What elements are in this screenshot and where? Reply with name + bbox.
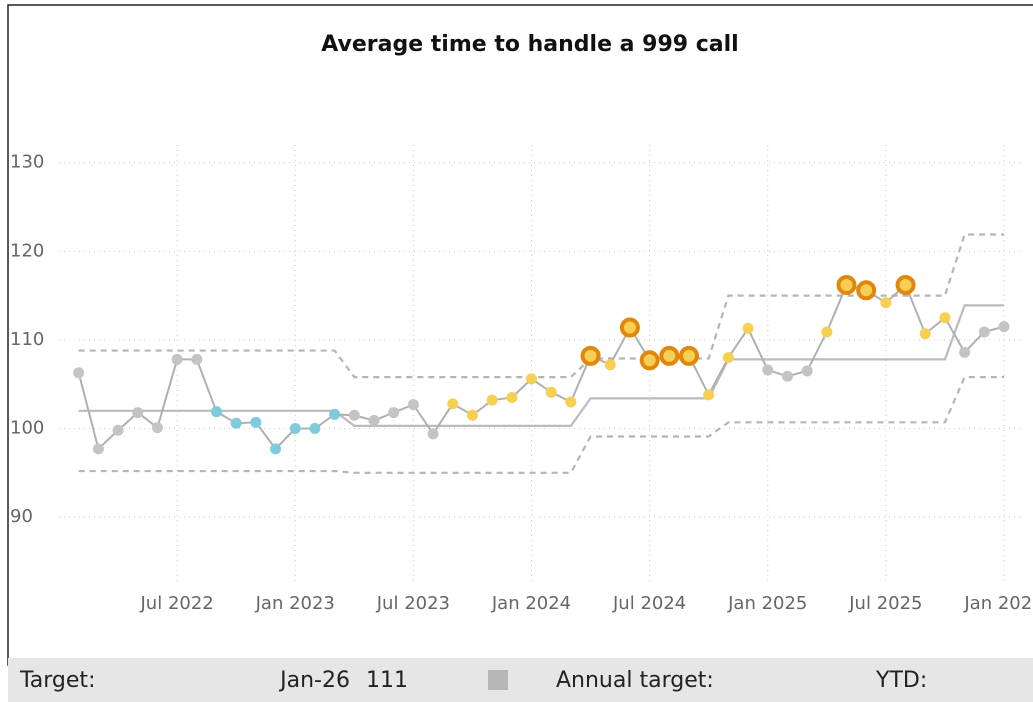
data-point — [151, 422, 163, 434]
x-tick-label: Jan 2026 — [963, 593, 1033, 614]
y-tick-label: 90 — [10, 506, 33, 527]
chart-title: Average time to handle a 999 call — [321, 32, 738, 57]
data-point — [250, 416, 262, 428]
data-point — [565, 396, 577, 408]
data-point — [580, 345, 601, 366]
limit-line — [78, 304, 1004, 427]
data-point — [506, 392, 518, 404]
data-point — [191, 353, 203, 365]
data-point — [270, 443, 282, 455]
data-point — [466, 409, 478, 421]
target-label: Target: — [19, 668, 95, 693]
data-point — [112, 424, 124, 436]
x-tick-label: Jul 2024 — [612, 593, 686, 614]
data-point — [526, 373, 537, 385]
data-point — [836, 274, 857, 295]
data-point — [742, 322, 754, 334]
y-tick-label: 100 — [10, 418, 44, 439]
data-point — [978, 326, 990, 338]
data-point — [309, 423, 321, 435]
limit-line — [78, 376, 1004, 474]
data-point — [171, 353, 183, 365]
footer-bar — [8, 658, 1033, 702]
data-point — [880, 297, 892, 309]
data-point — [821, 326, 833, 338]
frame — [7, 4, 1033, 666]
data-point — [639, 350, 660, 371]
limit-line — [78, 233, 1004, 379]
legend-swatch — [488, 670, 508, 690]
data-point — [959, 346, 971, 358]
data-point — [604, 359, 616, 371]
data-point — [132, 407, 144, 419]
data-point — [388, 407, 400, 419]
data-point — [447, 398, 459, 410]
x-tick-label: Jan 2024 — [491, 593, 571, 614]
data-point — [545, 386, 557, 398]
data-point — [289, 423, 301, 435]
period: Jan-26 — [278, 668, 350, 693]
data-point — [368, 415, 380, 427]
data-point — [230, 417, 242, 429]
data-point — [92, 443, 104, 455]
target-value: 111 — [366, 668, 408, 693]
data-point — [998, 321, 1010, 333]
data-point — [329, 408, 341, 420]
y-tick-label: 130 — [10, 152, 44, 173]
y-tick-label: 120 — [10, 240, 44, 261]
data-point — [486, 394, 498, 406]
ytd-label: YTD: — [875, 668, 927, 693]
data-point — [407, 399, 419, 411]
x-tick-label: Jan 2025 — [727, 593, 807, 614]
y-tick-label: 110 — [10, 329, 44, 350]
data-point — [703, 389, 715, 401]
data-point — [781, 370, 793, 382]
data-point — [895, 274, 916, 295]
annual-label: Annual target: — [556, 668, 714, 693]
data-point — [919, 328, 931, 340]
data-point — [762, 364, 774, 376]
x-tick-label: Jul 2025 — [848, 593, 922, 614]
data-point — [619, 317, 640, 338]
data-point — [73, 367, 85, 379]
data-point — [211, 406, 222, 418]
x-tick-label: Jan 2023 — [255, 593, 335, 614]
data-point — [856, 280, 877, 301]
data-point — [427, 428, 439, 440]
x-tick-label: Jul 2022 — [140, 593, 214, 614]
data-point — [801, 365, 813, 377]
data-point — [722, 352, 734, 364]
data-point — [659, 345, 680, 366]
data-point — [939, 312, 951, 324]
data-point — [348, 409, 360, 421]
x-tick-label: Jul 2023 — [376, 593, 450, 614]
data-point — [679, 345, 699, 366]
